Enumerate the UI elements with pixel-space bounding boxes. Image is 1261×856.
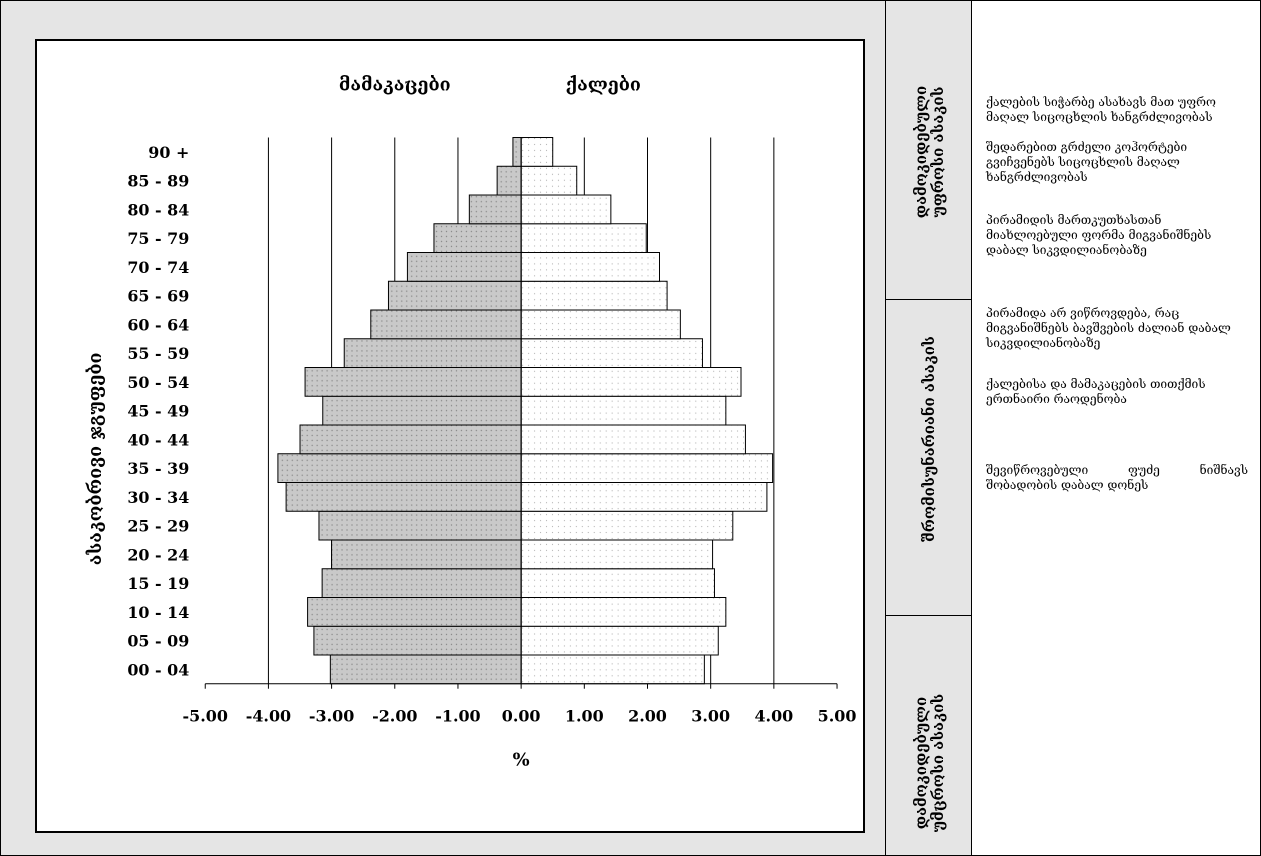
y-tick-label: 10 - 14 (127, 603, 189, 622)
y-tick-label: 90 + (148, 143, 189, 162)
x-tick-label: -5.00 (183, 707, 228, 726)
bar-male (496, 165, 522, 196)
x-tick-label: 0.00 (502, 707, 541, 726)
y-tick-label: 25 - 29 (127, 517, 189, 536)
bar-male (285, 482, 522, 512)
y-tick-label: 20 - 24 (127, 545, 189, 564)
description-6: შევიწროვებული ფუძე ნიშნავს შობადობის დაბ… (986, 463, 1248, 492)
bar-female (520, 395, 727, 426)
y-tick-label: 15 - 19 (127, 574, 189, 593)
bar-female (520, 539, 714, 570)
y-tick-label: 30 - 34 (127, 488, 189, 507)
category-label-elderly: დამოკიდებული უფროსი ასაკის (912, 85, 947, 219)
bar-male (299, 424, 522, 455)
y-tick-label: 45 - 49 (127, 402, 189, 421)
bar-female (520, 309, 681, 340)
bar-male (331, 539, 522, 570)
y-tick-label: 85 - 89 (127, 172, 189, 191)
bar-female (520, 367, 742, 397)
y-tick-label: 60 - 64 (127, 315, 189, 334)
bar-female (520, 654, 705, 685)
bar-male (387, 280, 522, 311)
series-label-males: მამაკაცები (339, 75, 451, 96)
category-column: დამოკიდებული უფროსი ასაკის შრომისუნარიან… (886, 0, 972, 856)
y-tick-label: 65 - 69 (127, 287, 189, 306)
x-tick-label: 2.00 (628, 707, 667, 726)
description-5: ქალებისა და მამაკაცების თითქმის ერთნაირი… (986, 377, 1206, 406)
x-tick-label: 5.00 (818, 707, 857, 726)
bar-male (512, 137, 522, 167)
bar-male (370, 309, 522, 340)
x-tick-label: 4.00 (754, 707, 793, 726)
bar-female (520, 482, 768, 512)
category-label-young: დამოკიდებული უმცროსი ასაკის (912, 693, 947, 833)
category-cell-working: შრომისუნარიანი ასაკის (886, 299, 971, 615)
bar-male (329, 654, 522, 685)
bar-female (520, 597, 727, 627)
bar-female (520, 165, 578, 196)
population-pyramid-chart: -5.00 -4.00 -3.00 -2.00 -1.00 0.00 1.00 2.00 3.0… (35, 39, 865, 833)
bar-male (304, 367, 522, 397)
y-tick-label: 75 - 79 (127, 229, 189, 248)
y-tick-label: 00 - 04 (127, 660, 189, 679)
bar-female (520, 252, 661, 282)
description-1: ქალების სიჭარბე ასახავს მათ უფრო მაღალ ს… (986, 95, 1216, 124)
series-label-females: ქალები (566, 75, 641, 96)
bar-male (321, 568, 522, 598)
y-tick-label: 80 - 84 (127, 200, 189, 219)
bar-female (520, 510, 734, 541)
bar-male (468, 194, 522, 225)
description-column: ქალების სიჭარბე ასახავს მათ უფრო მაღალ ს… (972, 0, 1261, 856)
x-tick-label: -3.00 (309, 707, 354, 726)
x-axis-label: % (513, 749, 530, 770)
bar-male (322, 395, 522, 426)
bar-female (520, 453, 774, 483)
x-tick-label: -1.00 (435, 707, 480, 726)
bar-female (520, 424, 746, 455)
y-tick-label: 40 - 44 (127, 430, 189, 449)
category-cell-elderly: დამოკიდებული უფროსი ასაკის (886, 1, 971, 299)
bar-female (520, 223, 647, 254)
y-tick-label: 70 - 74 (127, 258, 189, 277)
y-tick-label: 50 - 54 (127, 373, 189, 392)
bar-female (520, 568, 715, 598)
y-tick-label: 05 - 09 (127, 632, 189, 651)
bar-male (313, 625, 522, 656)
x-tick-label: -4.00 (246, 707, 291, 726)
category-label-working: შრომისუნარიანი ასაკის (920, 336, 938, 542)
description-4: პირამიდა არ ვიწროვდება, რაც მიგვანიშნებს… (986, 306, 1231, 350)
category-cell-young: დამოკიდებული უმცროსი ასაკის (886, 615, 971, 855)
bar-male (307, 597, 522, 627)
description-2: შედარებით გრძელი კოჰორტები გვიჩვენებს სი… (986, 140, 1188, 184)
y-tick-label: 55 - 59 (127, 344, 189, 363)
bar-male (318, 510, 522, 541)
bar-female (520, 137, 554, 167)
x-tick-label: 1.00 (565, 707, 604, 726)
x-tick-label: -2.00 (372, 707, 417, 726)
bar-male (343, 338, 522, 369)
y-axis-label: ასაკობრივი ჯგუფები (85, 353, 106, 566)
x-tick-label: 3.00 (691, 707, 730, 726)
bar-male (277, 453, 522, 483)
bar-female (520, 625, 719, 656)
bar-male (433, 223, 522, 254)
bar-female (520, 280, 668, 311)
chart-panel: -5.00 -4.00 -3.00 -2.00 -1.00 0.00 1.00 2.00 3.0… (0, 0, 886, 856)
bar-female (520, 194, 612, 225)
bar-male (406, 252, 522, 282)
bar-female (520, 338, 703, 369)
y-tick-label: 35 - 39 (127, 459, 189, 478)
description-3: პირამიდის მართკუთხასთან მიახლოებული ფორმ… (986, 213, 1212, 257)
